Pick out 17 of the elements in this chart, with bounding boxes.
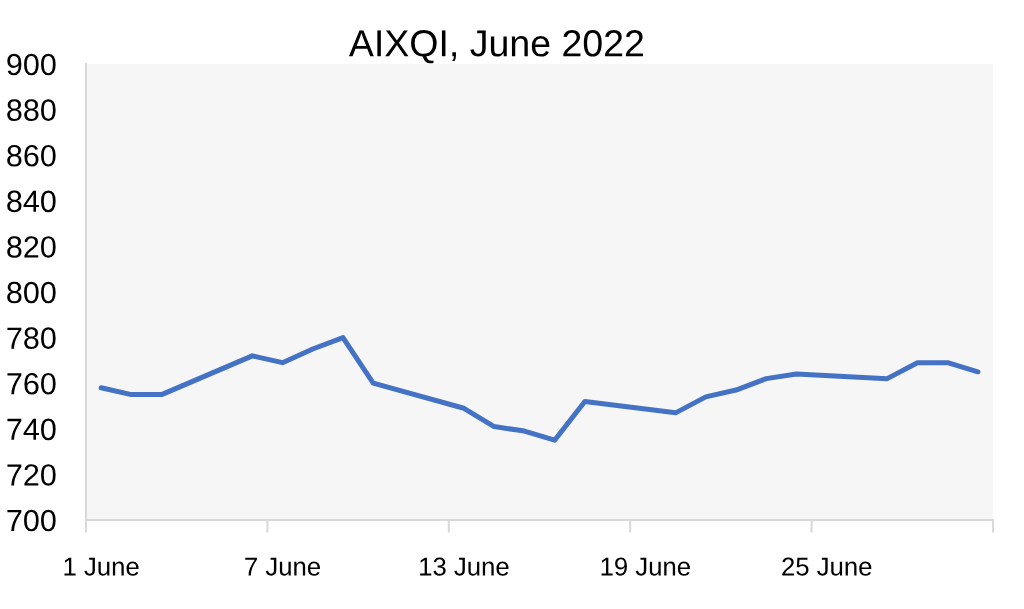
x-tick-label: 1 June [64,557,139,576]
y-tick-label: 860 [7,144,56,167]
y-tick-label: 760 [7,372,56,395]
y-tick-label: 780 [7,327,56,349]
y-tick-label: 800 [7,281,56,304]
y-tick-label: 820 [7,236,56,258]
y-tick-label: 720 [7,464,56,486]
x-tick-label: 13 June [420,557,509,576]
x-tick-label: 19 June [601,557,690,576]
x-tick-label: 25 June [782,557,872,576]
chart-title: AIXQI, June 2022 [348,30,644,64]
y-tick-label: 900 [7,53,56,76]
y-tick-label: 880 [7,99,56,121]
x-tick-label: 7 June [245,557,320,576]
y-tick-label: 700 [7,509,56,532]
y-tick-label: 840 [7,190,56,213]
y-tick-label: 740 [7,418,56,441]
